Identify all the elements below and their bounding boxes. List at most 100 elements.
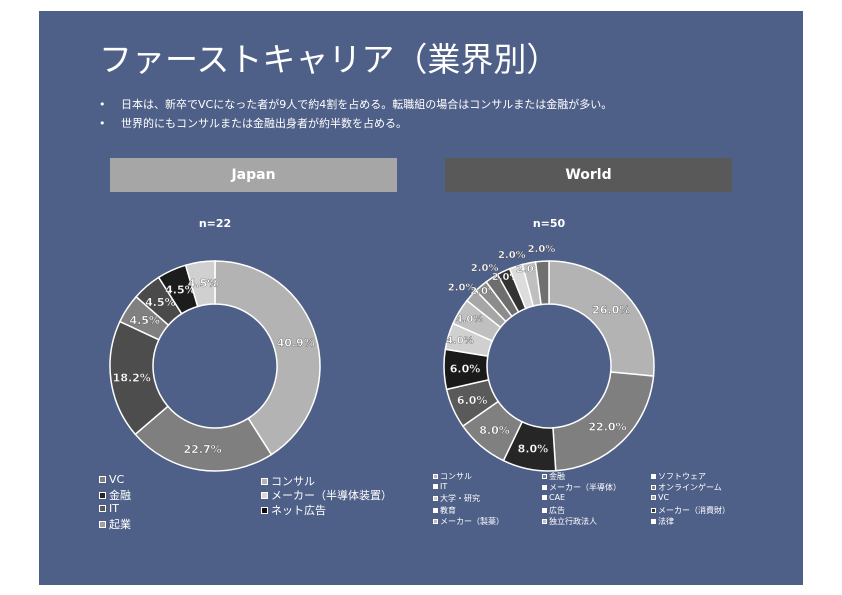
legend-item: 起業	[99, 516, 131, 532]
legend-item: メーカー（製薬）	[433, 516, 504, 527]
data-label: 26.0%	[592, 304, 630, 317]
legend-item: IT	[433, 482, 447, 491]
legend-item: 大学・研究	[433, 493, 480, 504]
legend-label: 広告	[549, 506, 565, 515]
data-label: 8.0%	[479, 424, 510, 437]
chart-subtitle: n=22	[199, 217, 231, 230]
legend-label: IT	[440, 482, 448, 491]
legend-item: VC	[651, 493, 669, 502]
data-label: 40.9%	[277, 337, 315, 350]
legend-swatch	[261, 506, 268, 514]
legend-label: 金融	[549, 472, 565, 481]
legend-item: 法律	[651, 516, 674, 527]
legend-label: 独立行政法人	[549, 517, 597, 526]
legend-swatch	[542, 508, 547, 513]
data-label: 2.0%	[516, 264, 544, 275]
data-label: 4.5%	[129, 314, 160, 327]
legend-label: ソフトウェア	[658, 472, 706, 481]
data-label: 2.0%	[492, 272, 520, 283]
legend-swatch	[99, 476, 106, 483]
bullet-list: 日本は、新卒でVCになった者が9人で約4割を占める。転職組の場合はコンサルまたは…	[99, 95, 612, 133]
donut-slice	[214, 260, 321, 456]
data-label: 2.0%	[471, 263, 499, 274]
legend-label: メーカー（半導体装置）	[271, 489, 392, 502]
data-label: 22.0%	[588, 420, 626, 433]
data-label: 6.0%	[450, 363, 481, 376]
legend-swatch	[542, 474, 547, 479]
bullet-item: 日本は、新卒でVCになった者が9人で約4割を占める。転職組の場合はコンサルまたは…	[99, 95, 612, 114]
legend-swatch	[651, 474, 656, 479]
legend-item: コンサル	[433, 471, 472, 482]
legend-item: 金融	[99, 487, 131, 503]
data-label: 2.0%	[470, 286, 498, 297]
donut-slice	[184, 260, 216, 308]
chart-header-japan: Japan	[110, 158, 397, 192]
legend-item: CAE	[542, 493, 565, 502]
data-label: 8.0%	[518, 442, 549, 455]
legend-item: IT	[99, 502, 119, 515]
legend-label: メーカー（半導体）	[549, 483, 621, 492]
legend-label: 教育	[440, 506, 456, 515]
data-label: 4.0%	[446, 336, 474, 347]
legend-swatch	[99, 505, 106, 512]
data-label: 6.0%	[457, 394, 488, 407]
legend-item: ネット広告	[261, 502, 326, 518]
legend-label: 起業	[109, 518, 131, 531]
legend-label: コンサル	[440, 472, 472, 481]
legend-swatch	[433, 508, 438, 513]
data-label: 2.0%	[528, 244, 556, 255]
legend-item: オンラインゲーム	[651, 482, 722, 493]
slide-title: ファーストキャリア（業界別）	[99, 40, 560, 79]
legend-item: 独立行政法人	[542, 516, 597, 527]
charts-canvas: n=2240.9%22.7%18.2%4.5%4.5%4.5%4.5%n=502…	[109, 217, 655, 472]
bullet-item: 世界的にもコンサルまたは金融出身者が約半数を占める。	[99, 114, 612, 133]
legend-label: 法律	[658, 517, 674, 526]
legend-item: 金融	[542, 471, 565, 482]
data-label: 4.0%	[456, 314, 484, 325]
legend-item: VC	[99, 473, 124, 486]
legend-label: VC	[109, 473, 125, 486]
data-label: 18.2%	[113, 371, 151, 384]
legend-label: コンサル	[271, 475, 315, 488]
legend-label: IT	[109, 502, 119, 515]
chart-subtitle: n=50	[533, 217, 566, 230]
legend-item: コンサル	[261, 473, 315, 489]
legend-swatch	[433, 474, 438, 479]
data-label: 4.5%	[145, 296, 176, 309]
legend-swatch	[542, 519, 547, 524]
legend-swatch	[99, 491, 106, 499]
legend-item: メーカー（半導体装置）	[261, 487, 392, 503]
legend-label: オンラインゲーム	[658, 483, 722, 492]
chart-header-world: World	[445, 158, 732, 192]
data-label: 2.0%	[448, 283, 476, 294]
data-label: 4.5%	[188, 277, 219, 290]
legend-swatch	[433, 519, 438, 524]
donut-slice	[534, 260, 550, 306]
legend-item: ソフトウェア	[651, 471, 706, 482]
legend-swatch	[99, 520, 106, 528]
legend-item: 広告	[542, 505, 565, 516]
legend-swatch	[261, 477, 268, 485]
legend-label: メーカー（消費財）	[658, 506, 730, 515]
data-label: 2.0%	[498, 250, 526, 261]
legend-item: 教育	[433, 505, 456, 516]
legend-label: メーカー（製薬）	[440, 517, 504, 526]
legend-swatch	[542, 495, 547, 500]
legend-label: CAE	[549, 493, 566, 502]
donut-slice	[548, 260, 655, 377]
legend-swatch	[433, 496, 438, 501]
legend-swatch	[542, 485, 547, 490]
legend-label: ネット広告	[271, 504, 326, 517]
legend-swatch	[261, 491, 268, 499]
legend-swatch	[651, 485, 656, 490]
legend-label: 金融	[109, 489, 131, 502]
data-label: 4.5%	[165, 283, 196, 296]
legend-item: メーカー（半導体）	[542, 482, 621, 493]
legend-swatch	[651, 519, 656, 524]
legend-swatch	[651, 495, 656, 500]
legend-swatch	[433, 484, 438, 489]
slide: ファーストキャリア（業界別） 日本は、新卒でVCになった者が9人で約4割を占める…	[39, 11, 803, 585]
data-label: 22.7%	[184, 443, 222, 456]
legend-item: メーカー（消費財）	[651, 505, 730, 516]
legend-label: VC	[658, 493, 670, 502]
